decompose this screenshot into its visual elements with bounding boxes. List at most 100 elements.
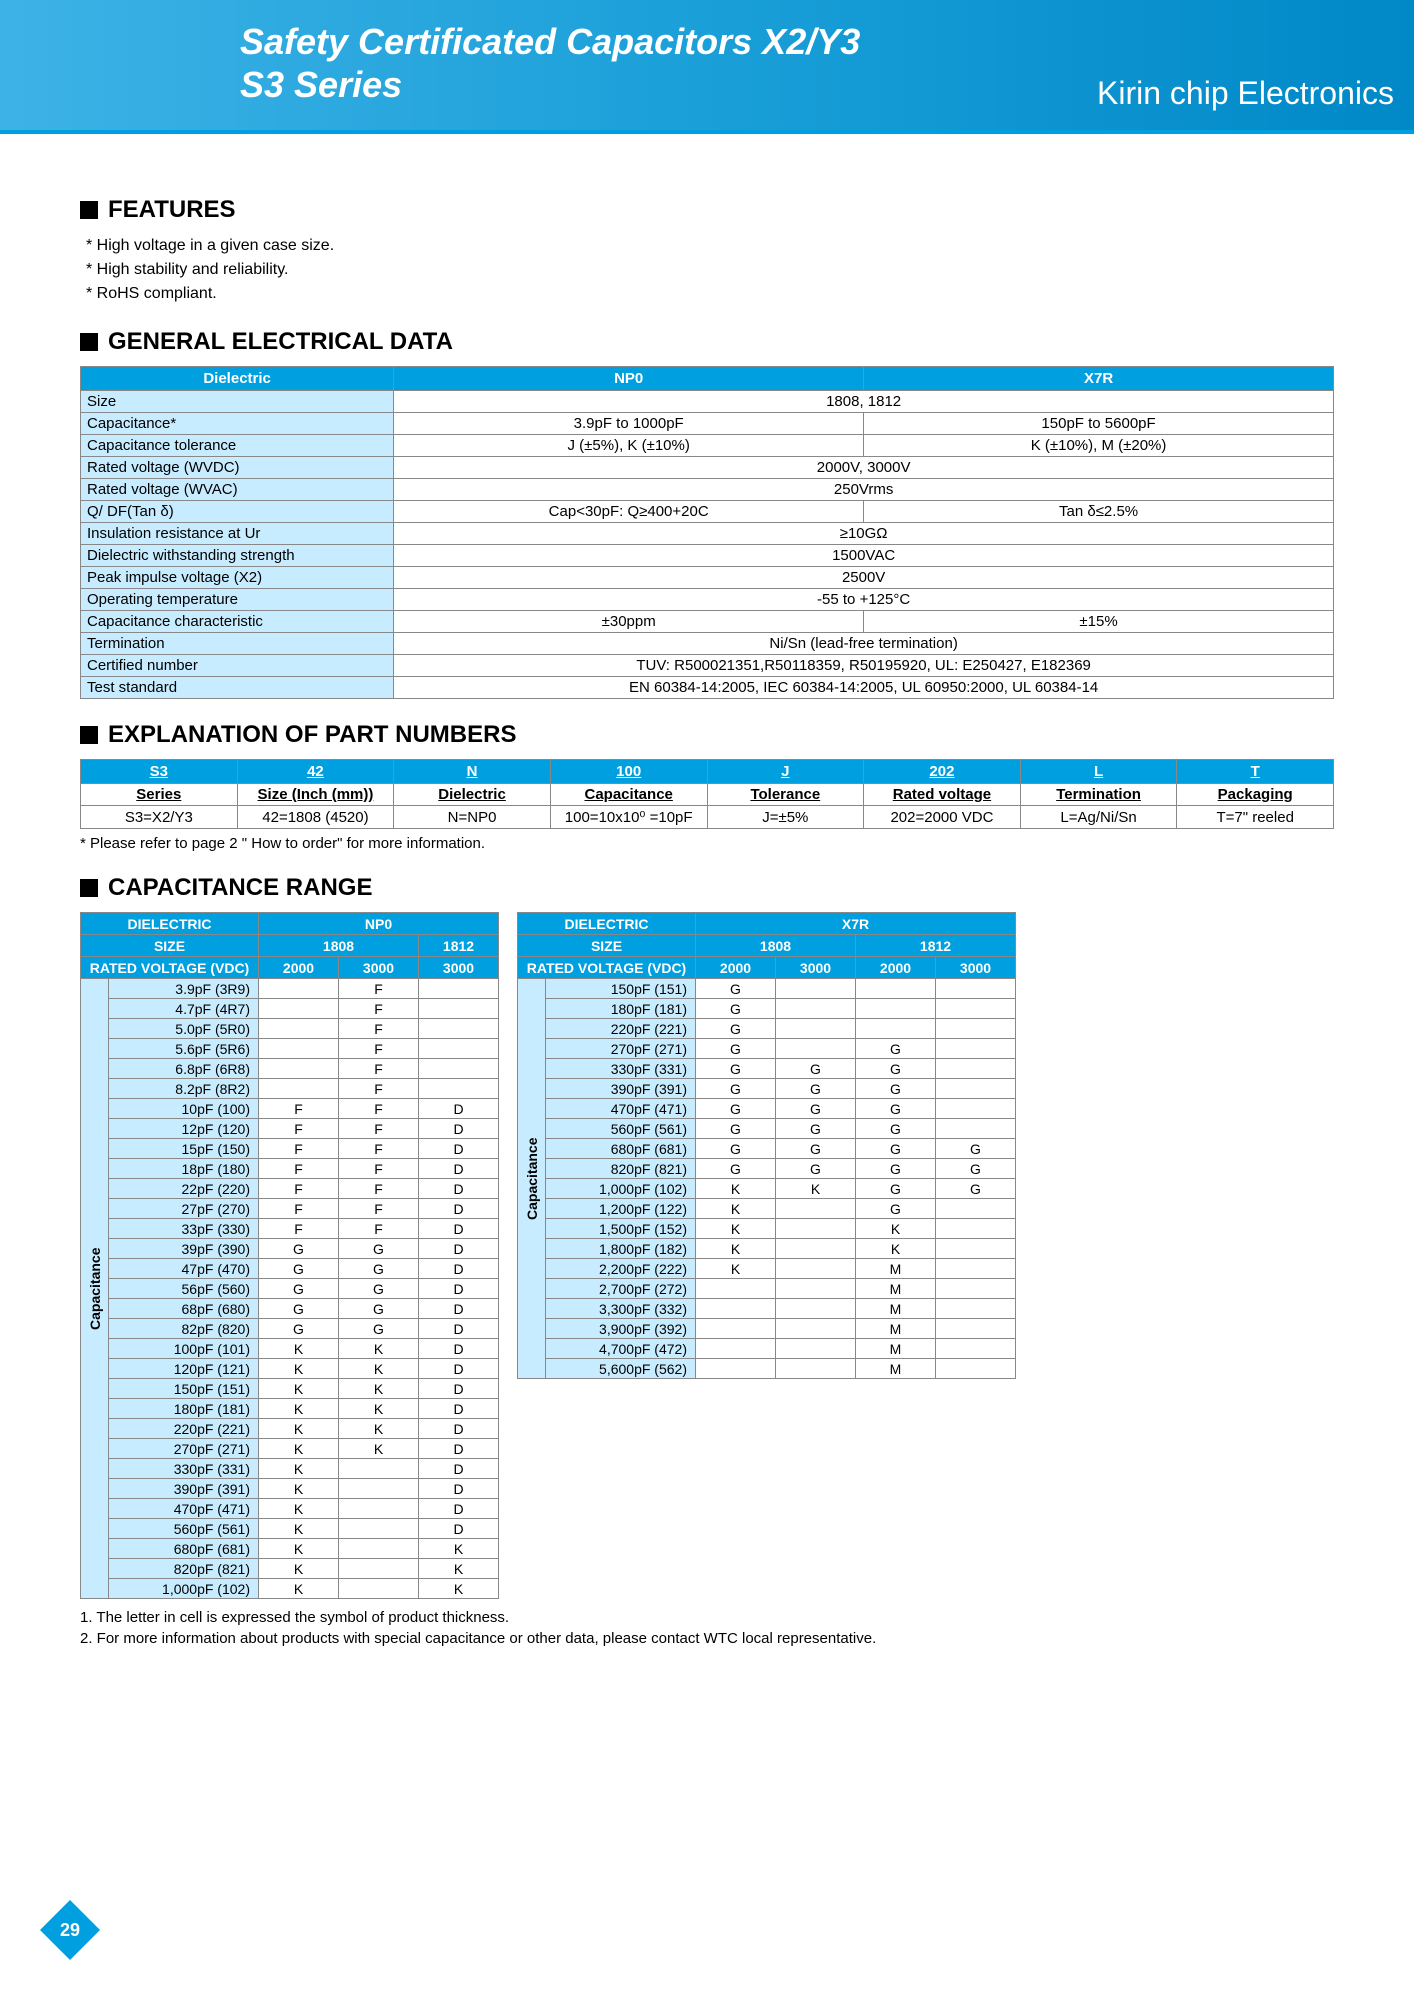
cap-capacitance: 390pF (391) <box>109 1479 259 1499</box>
ged-rowhead: Capacitance* <box>81 413 394 435</box>
cap-cell <box>696 1359 776 1379</box>
cap-cell: M <box>856 1279 936 1299</box>
cap-capacitance: 1,500pF (152) <box>546 1219 696 1239</box>
cap-capacitance: 18pF (180) <box>109 1159 259 1179</box>
cap-cell <box>419 1059 499 1079</box>
cap-cell: F <box>339 1119 419 1139</box>
part-head: S3 <box>81 760 238 784</box>
cap-cell: K <box>259 1519 339 1539</box>
ged-rowhead: Insulation resistance at Ur <box>81 523 394 545</box>
cap-cell: K <box>259 1419 339 1439</box>
cap-cell: G <box>856 1099 936 1119</box>
cap-size: 1812 <box>419 935 499 957</box>
cap-cell <box>259 1059 339 1079</box>
cap-capacitance: 4,700pF (472) <box>546 1339 696 1359</box>
cap-cell: F <box>339 1199 419 1219</box>
part-val: 100=10x10⁰ =10pF <box>550 806 707 829</box>
cap-cell: K <box>259 1479 339 1499</box>
cap-capacitance: 8.2pF (8R2) <box>109 1079 259 1099</box>
cap-capacitance: 820pF (821) <box>546 1159 696 1179</box>
cap-cell: K <box>259 1379 339 1399</box>
cap-cell <box>259 999 339 1019</box>
cap-cell: M <box>856 1319 936 1339</box>
feature-item: * High stability and reliability. <box>86 258 1334 282</box>
cap-cell <box>419 1079 499 1099</box>
cap-cell: M <box>856 1259 936 1279</box>
cap-cell: G <box>339 1279 419 1299</box>
cap-cell: F <box>339 1039 419 1059</box>
cap-cell: G <box>856 1159 936 1179</box>
features-list: * High voltage in a given case size.* Hi… <box>86 234 1334 306</box>
cap-cell: G <box>856 1079 936 1099</box>
cap-cell: G <box>696 1099 776 1119</box>
part-val: 42=1808 (4520) <box>237 806 394 829</box>
cap-cell <box>776 1299 856 1319</box>
cap-rv-label: RATED VOLTAGE (VDC) <box>518 957 696 979</box>
part-val: S3=X2/Y3 <box>81 806 238 829</box>
cap-cell: K <box>339 1419 419 1439</box>
ged-heading: GENERAL ELECTRICAL DATA <box>108 328 453 356</box>
cap-cell: K <box>259 1359 339 1379</box>
cap-cell <box>936 1239 1016 1259</box>
cap-table-np0: DIELECTRICNP0SIZE18081812RATED VOLTAGE (… <box>80 912 499 1599</box>
cap-heading: CAPACITANCE RANGE <box>108 874 372 902</box>
cap-capacitance: 2,200pF (222) <box>546 1259 696 1279</box>
cap-capacitance: 1,800pF (182) <box>546 1239 696 1259</box>
cap-cell: K <box>856 1219 936 1239</box>
cap-cell: G <box>856 1039 936 1059</box>
cap-cell <box>339 1499 419 1519</box>
cap-capacitance: 4.7pF (4R7) <box>109 999 259 1019</box>
cap-cell <box>419 979 499 999</box>
ged-rowhead: Test standard <box>81 677 394 699</box>
cap-voltage: 2000 <box>856 957 936 979</box>
cap-cell: F <box>339 1019 419 1039</box>
cap-table-x7r: DIELECTRICX7RSIZE18081812RATED VOLTAGE (… <box>517 912 1016 1379</box>
cap-cell: G <box>776 1099 856 1119</box>
cap-cell <box>776 1039 856 1059</box>
ged-rowhead: Certified number <box>81 655 394 677</box>
cap-capacitance: 56pF (560) <box>109 1279 259 1299</box>
cap-cell: K <box>696 1219 776 1239</box>
ged-rowhead: Rated voltage (WVAC) <box>81 479 394 501</box>
cap-cell <box>936 1119 1016 1139</box>
ged-rowhead: Termination <box>81 633 394 655</box>
cap-capacitance: 1,000pF (102) <box>546 1179 696 1199</box>
cap-cell <box>776 979 856 999</box>
cap-cell: G <box>339 1259 419 1279</box>
cap-cell: F <box>259 1199 339 1219</box>
cap-cell: F <box>259 1099 339 1119</box>
cap-cell: G <box>339 1319 419 1339</box>
ged-cell: ±15% <box>864 611 1334 633</box>
cap-tables-wrap: DIELECTRICNP0SIZE18081812RATED VOLTAGE (… <box>80 912 1334 1599</box>
cap-voltage: 2000 <box>259 957 339 979</box>
page-number-badge: 29 <box>40 1900 100 1960</box>
cap-cell: D <box>419 1239 499 1259</box>
ged-cell: Tan δ≤2.5% <box>864 501 1334 523</box>
cap-cell: K <box>259 1539 339 1559</box>
cap-cell: D <box>419 1099 499 1119</box>
cap-cell: K <box>696 1259 776 1279</box>
cap-voltage: 3000 <box>776 957 856 979</box>
cap-cell <box>936 1199 1016 1219</box>
ged-cell: Cap<30pF: Q≥400+20C <box>394 501 864 523</box>
ged-cell: K (±10%), M (±20%) <box>864 435 1334 457</box>
cap-cell: D <box>419 1499 499 1519</box>
cap-cell: G <box>339 1299 419 1319</box>
cap-capacitance: 330pF (331) <box>546 1059 696 1079</box>
ged-cell: 150pF to 5600pF <box>864 413 1334 435</box>
ged-col: NP0 <box>394 367 864 391</box>
cap-cell <box>776 1339 856 1359</box>
cap-cell: F <box>339 1159 419 1179</box>
cap-cell <box>419 1039 499 1059</box>
ged-rowhead: Capacitance tolerance <box>81 435 394 457</box>
cap-cell: G <box>776 1119 856 1139</box>
ged-rowhead: Q/ DF(Tan δ) <box>81 501 394 523</box>
cap-cell <box>339 1539 419 1559</box>
ged-col: Dielectric <box>81 367 394 391</box>
cap-footnote: 1. The letter in cell is expressed the s… <box>80 1607 1334 1628</box>
features-heading: FEATURES <box>108 196 236 224</box>
cap-cell: G <box>259 1319 339 1339</box>
cap-cell: K <box>259 1339 339 1359</box>
cap-cell <box>776 1019 856 1039</box>
cap-cell: M <box>856 1339 936 1359</box>
